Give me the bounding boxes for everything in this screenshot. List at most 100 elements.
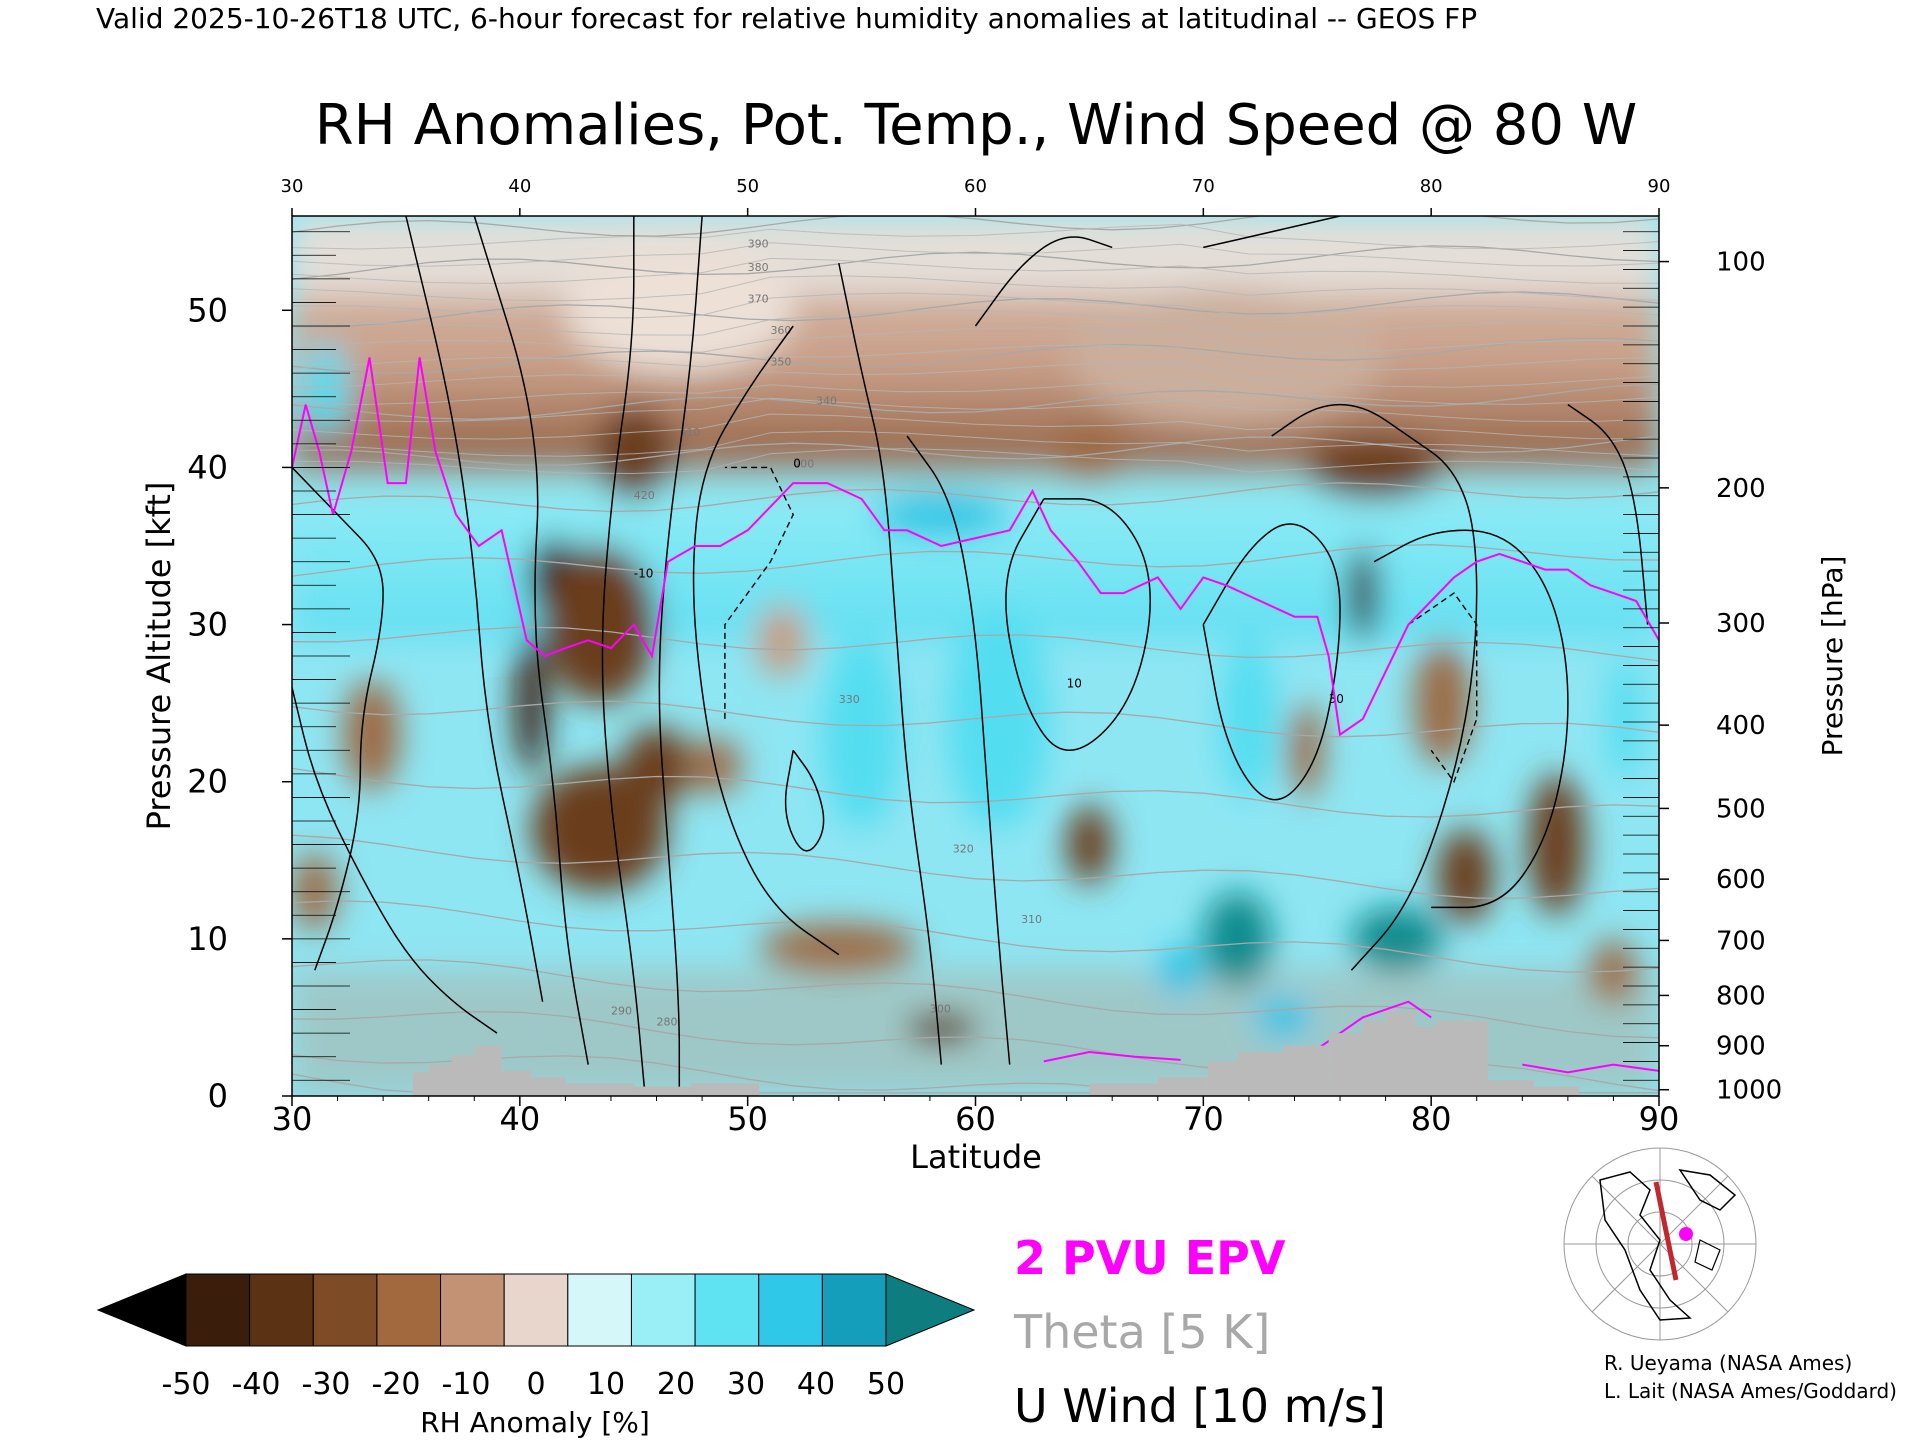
colorbar-tick-label: 50 [867, 1367, 905, 1402]
theta-contour-line [292, 344, 1659, 371]
u-wind-contour-line [784, 749, 825, 852]
theta-contour-label: 340 [816, 395, 837, 408]
x-tick-label: 90 [1639, 1100, 1680, 1138]
terrain-block [1237, 1052, 1284, 1096]
epv-2pvu-contour [292, 357, 1659, 737]
globe-map-icon [1560, 1147, 1760, 1341]
colorbar-tick-label: -30 [302, 1367, 351, 1402]
colorbar-tick-label: 20 [657, 1367, 695, 1402]
u-wind-contour-line [1005, 498, 1151, 751]
rh-anomaly-cell [1203, 891, 1272, 986]
rh-anomaly-cell [756, 604, 807, 676]
x-top-tick-label: 70 [1192, 176, 1215, 197]
u-wind-contour-line [1202, 523, 1341, 801]
u-wind-contour-line [838, 262, 943, 1065]
pressure-tick-label: 400 [1716, 711, 1766, 741]
terrain-block [1362, 1020, 1386, 1096]
theta-contour-label: 360 [770, 324, 791, 337]
theta-contour-line [292, 767, 1659, 818]
x-tick-label: 70 [1183, 1100, 1224, 1138]
u-wind-contour-line [405, 216, 544, 1002]
theta-contour-label: 380 [748, 261, 769, 274]
colorbar-tick-label: 30 [727, 1367, 765, 1402]
y-tick-label: 50 [187, 291, 228, 329]
terrain-block [1488, 1080, 1534, 1096]
theta-contour-label: 290 [611, 1004, 632, 1017]
rh-anomaly-cell [622, 726, 691, 806]
u-wind-contour-label: 0 [793, 456, 801, 470]
terrain-block [1415, 1026, 1436, 1096]
rh-anomaly-cell [593, 404, 674, 499]
epv-2pvu-contour [1522, 1063, 1659, 1074]
pressure-tick-label: 300 [1716, 609, 1766, 639]
x-top-tick-label: 90 [1648, 176, 1671, 197]
x-axis-label: Latitude [910, 1138, 1042, 1176]
y-axis-label: Pressure Altitude [kft] [140, 482, 178, 831]
x-top-tick-label: 80 [1420, 176, 1443, 197]
theta-contour-label: 350 [770, 355, 791, 368]
rh-anomaly-cell [1254, 997, 1312, 1038]
colorbar-high-arrow [885, 1273, 976, 1347]
u-wind-contour-line [1203, 216, 1341, 249]
theta-contour-line [292, 242, 1659, 267]
theta-contour-line [292, 223, 1659, 250]
axes: 3030404050506060707080809090010203040501… [187, 176, 1782, 1138]
terrain-block [531, 1077, 566, 1096]
theta-contour-line [292, 327, 1659, 354]
theta-contour-label: 410 [679, 426, 700, 439]
legend-epv: 2 PVU EPV [1014, 1231, 1286, 1285]
valid-time-header: Valid 2025-10-26T18 UTC, 6-hour forecast… [96, 2, 1477, 35]
u-wind-contour-line [473, 216, 589, 1065]
colorbar-swatch [185, 1273, 251, 1347]
theta-contour-line [292, 834, 1659, 899]
theta-contour-line [292, 397, 1659, 423]
u-wind-negative-contour [724, 466, 794, 719]
theta-contour-line [292, 309, 1659, 336]
theta-contour-label: 420 [634, 489, 655, 502]
terrain-block [474, 1045, 502, 1096]
epv-2pvu-contour [1043, 1050, 1181, 1063]
u-wind-contours: 0 10 30 -10 [292, 216, 1649, 1096]
rh-anomaly-cell [1220, 640, 1278, 798]
rh-anomaly-cell [531, 766, 668, 892]
y-tick-label: 0 [208, 1077, 228, 1115]
theta-contour-line [292, 245, 1659, 280]
u-wind-contour-line [692, 325, 840, 956]
u-wind-contour-line [292, 687, 498, 1034]
u-wind-contour-line [1567, 403, 1649, 625]
rh-anomaly-cell [1288, 703, 1323, 798]
u-wind-negative-contour [1408, 592, 1478, 784]
theta-contour-line [292, 482, 1659, 513]
theta-contour-line [292, 216, 1659, 237]
u-wind-contour-label: 10 [1067, 676, 1082, 690]
legend-u-wind: U Wind [10 m/s] [1014, 1379, 1386, 1433]
credit-line-1: R. Ueyama (NASA Ames) [1604, 1351, 1852, 1375]
u-wind-contour-line [1373, 529, 1569, 909]
x-tick-label: 60 [955, 1100, 996, 1138]
x-tick-label: 50 [727, 1100, 768, 1138]
colorbar-tick-label: -40 [232, 1367, 281, 1402]
theta-contour-line [292, 291, 1659, 328]
rh-anomaly-cell [759, 923, 919, 971]
terrain-block [1207, 1061, 1238, 1096]
pressure-tick-label: 700 [1716, 926, 1766, 956]
theta-contour-line [292, 292, 1659, 319]
theta-contour-label: 400 [793, 457, 814, 470]
x-top-tick-label: 60 [964, 176, 987, 197]
u-wind-contour-line [601, 216, 646, 1096]
theta-contour-label: 370 [748, 292, 769, 305]
y-tick-label: 40 [187, 448, 228, 486]
legend-theta: Theta [5 K] [1013, 1305, 1270, 1359]
terrain-mask [412, 1011, 1580, 1096]
rh-anomaly-cell [515, 632, 548, 774]
colorbar-swatch [376, 1273, 442, 1347]
terrain-block [1157, 1077, 1208, 1096]
colorbar-tick-label: -50 [162, 1367, 211, 1402]
colorbar-swatch [821, 1273, 887, 1347]
rh-anomaly-cell [1348, 546, 1378, 641]
pressure-tick-label: 1000 [1716, 1076, 1782, 1106]
rh-anomaly-cell [872, 494, 1010, 535]
theta-contour-line [292, 413, 1659, 440]
theta-contour-label: 280 [657, 1015, 678, 1028]
